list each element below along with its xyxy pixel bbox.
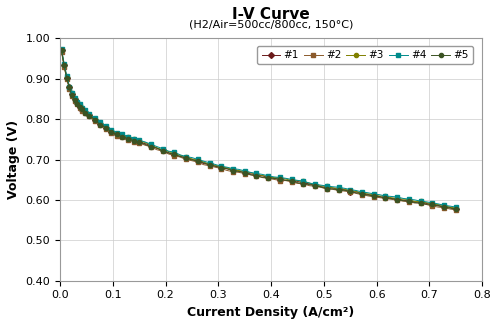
Y-axis label: Voltage (V): Voltage (V) [7, 120, 20, 199]
#3 [342, 187, 348, 191]
Title: I-V Curve: I-V Curve [232, 7, 310, 22]
#3 [83, 111, 89, 114]
#3 [59, 48, 65, 52]
#4 [83, 109, 89, 113]
Line: #4: #4 [59, 47, 458, 209]
#5 [83, 111, 89, 115]
#3 [453, 206, 459, 210]
#5 [78, 106, 84, 110]
#4 [59, 47, 65, 51]
#2 [289, 180, 295, 184]
#5 [453, 207, 459, 211]
#5 [183, 156, 189, 160]
Line: #1: #1 [59, 48, 458, 211]
#2 [342, 189, 348, 193]
#5 [342, 188, 348, 192]
#4 [74, 100, 80, 104]
#4 [78, 104, 84, 108]
#1 [83, 111, 89, 115]
#4 [453, 205, 459, 209]
#4 [342, 186, 348, 190]
#1 [59, 48, 65, 52]
Line: #3: #3 [59, 48, 458, 210]
Line: #5: #5 [59, 48, 458, 211]
#2 [59, 50, 65, 54]
#1 [74, 101, 80, 105]
#3 [74, 100, 80, 104]
#4 [183, 155, 189, 159]
#5 [74, 102, 80, 106]
#3 [78, 105, 84, 109]
#4 [289, 177, 295, 181]
#2 [83, 112, 89, 116]
X-axis label: Current Density (A/cm²): Current Density (A/cm²) [187, 306, 355, 319]
#5 [59, 49, 65, 52]
Text: (H2/Air=500cc/800cc, 150°C): (H2/Air=500cc/800cc, 150°C) [189, 20, 353, 30]
#1 [453, 207, 459, 211]
#2 [78, 107, 84, 111]
#2 [453, 208, 459, 212]
#5 [289, 179, 295, 183]
#1 [342, 188, 348, 192]
#3 [289, 179, 295, 183]
#2 [183, 157, 189, 161]
Legend: #1, #2, #3, #4, #5: #1, #2, #3, #4, #5 [257, 46, 473, 64]
#3 [183, 155, 189, 159]
#1 [289, 179, 295, 183]
#2 [74, 102, 80, 106]
Line: #2: #2 [59, 50, 458, 212]
#1 [183, 156, 189, 160]
#1 [78, 106, 84, 110]
